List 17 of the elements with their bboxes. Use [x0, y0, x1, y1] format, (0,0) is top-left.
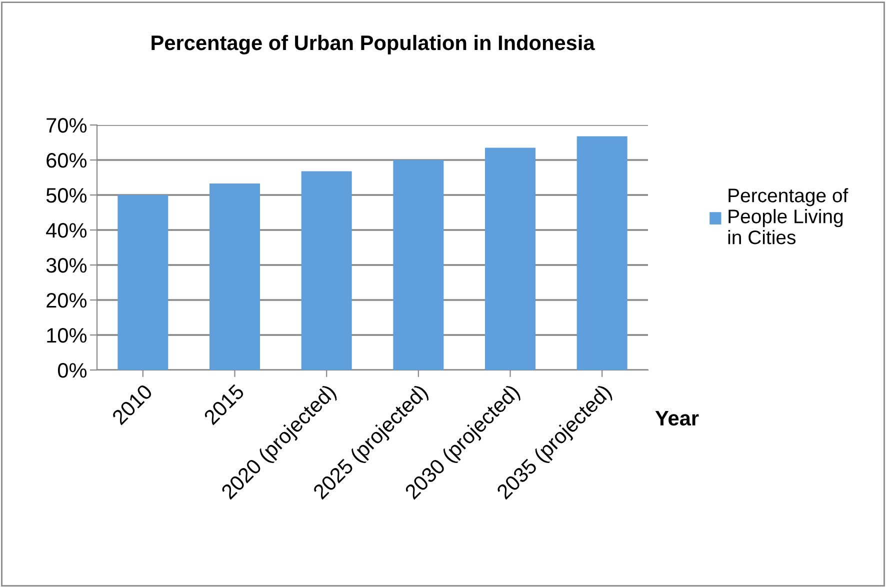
bar	[576, 136, 628, 370]
bar	[118, 195, 168, 370]
y-tick-label: 0%	[58, 363, 87, 378]
y-tick-label: 20%	[46, 293, 87, 308]
legend-label: Percentage of People Living in Cities	[728, 188, 848, 244]
y-tick-label: 10%	[47, 328, 87, 343]
chart-title: Percentage of Urban Population in Indonesia	[152, 34, 595, 54]
y-tick-label: 50%	[46, 188, 87, 203]
y-tick-label: 40%	[46, 223, 87, 238]
y-tick-label: 70%	[46, 118, 87, 133]
bar	[209, 183, 260, 370]
x-axis-title: Year	[655, 411, 699, 426]
y-tick-label: 60%	[46, 153, 87, 168]
bar	[301, 171, 352, 370]
bar	[393, 160, 444, 370]
y-tick-label: 30%	[46, 258, 87, 273]
bar	[484, 148, 536, 370]
